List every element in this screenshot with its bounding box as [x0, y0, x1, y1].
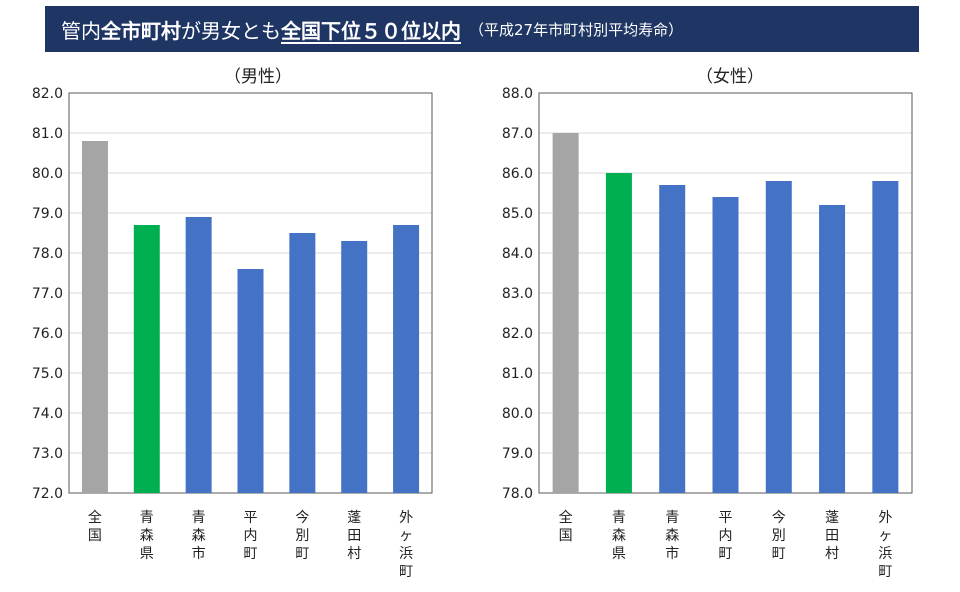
y-tick-label: 82.0 [32, 86, 63, 102]
chart-title: （女性） [696, 67, 764, 87]
bar [819, 205, 846, 493]
y-tick-label: 78.0 [502, 486, 533, 502]
bar [289, 233, 316, 493]
y-tick-label: 85.0 [502, 206, 533, 222]
category-label: 今別町 [295, 510, 309, 562]
category-label: 外ヶ浜町 [399, 510, 413, 580]
category-label: 青森県 [140, 510, 154, 562]
y-tick-label: 75.0 [32, 366, 63, 382]
bar [659, 185, 686, 493]
y-tick-label: 73.0 [32, 446, 63, 462]
y-tick-label: 81.0 [32, 126, 63, 142]
category-label: 蓬田村 [825, 510, 839, 562]
header-banner: 管内 全市町村 が男女とも 全国下位５０位以内 （平成27年市町村別平均寿命） [45, 6, 919, 52]
bar [237, 269, 264, 493]
category-label: 青森市 [665, 510, 679, 562]
y-tick-label: 83.0 [502, 286, 533, 302]
category-label: 外ヶ浜町 [878, 510, 892, 580]
header-text-1: 管内 [61, 18, 101, 43]
y-tick-label: 74.0 [32, 406, 63, 422]
y-tick-label: 84.0 [502, 246, 533, 262]
category-label: 青森市 [192, 510, 206, 562]
category-label: 全国 [88, 509, 102, 544]
bar [872, 181, 899, 493]
y-tick-label: 81.0 [502, 366, 533, 382]
chart-title: （男性） [224, 67, 292, 87]
y-tick-label: 87.0 [502, 126, 533, 142]
y-tick-label: 80.0 [502, 406, 533, 422]
y-tick-label: 82.0 [502, 326, 533, 342]
bar [765, 181, 792, 493]
y-tick-label: 79.0 [502, 446, 533, 462]
bar [552, 133, 579, 493]
category-label: 平内町 [719, 510, 733, 562]
category-label: 今別町 [772, 510, 786, 562]
bar [341, 241, 368, 493]
header-text-4: 全国下位５０位以内 [281, 18, 461, 43]
y-tick-label: 79.0 [32, 206, 63, 222]
bar [605, 173, 632, 493]
y-tick-label: 88.0 [502, 86, 533, 102]
bar [185, 217, 212, 493]
y-tick-label: 86.0 [502, 166, 533, 182]
category-label: 青森県 [612, 510, 626, 562]
header-text-5: （平成27年市町村別平均寿命） [469, 20, 684, 39]
bar [81, 141, 108, 493]
y-tick-label: 72.0 [32, 486, 63, 502]
category-label: 平内町 [244, 510, 258, 562]
y-tick-label: 76.0 [32, 326, 63, 342]
male-life-expectancy-chart: （男性） 72.0 73.0 74.0 75.0 76.0 77.0 78.0 79.0 80.0… [32, 67, 433, 580]
bar [393, 225, 420, 493]
header-text-2: 全市町村 [101, 18, 181, 43]
y-tick-label: 77.0 [32, 286, 63, 302]
header-text-3: が男女とも [181, 18, 281, 43]
female-life-expectancy-chart: （女性） 78.0 79.0 80.0 81.0 82.0 83.0 84.0 85.0 86.0… [502, 67, 913, 580]
bar [712, 197, 739, 493]
y-tick-label: 80.0 [32, 166, 63, 182]
category-label: 蓬田村 [347, 510, 361, 562]
category-label: 全国 [559, 509, 573, 544]
bar [133, 225, 160, 493]
y-tick-label: 78.0 [32, 246, 63, 262]
